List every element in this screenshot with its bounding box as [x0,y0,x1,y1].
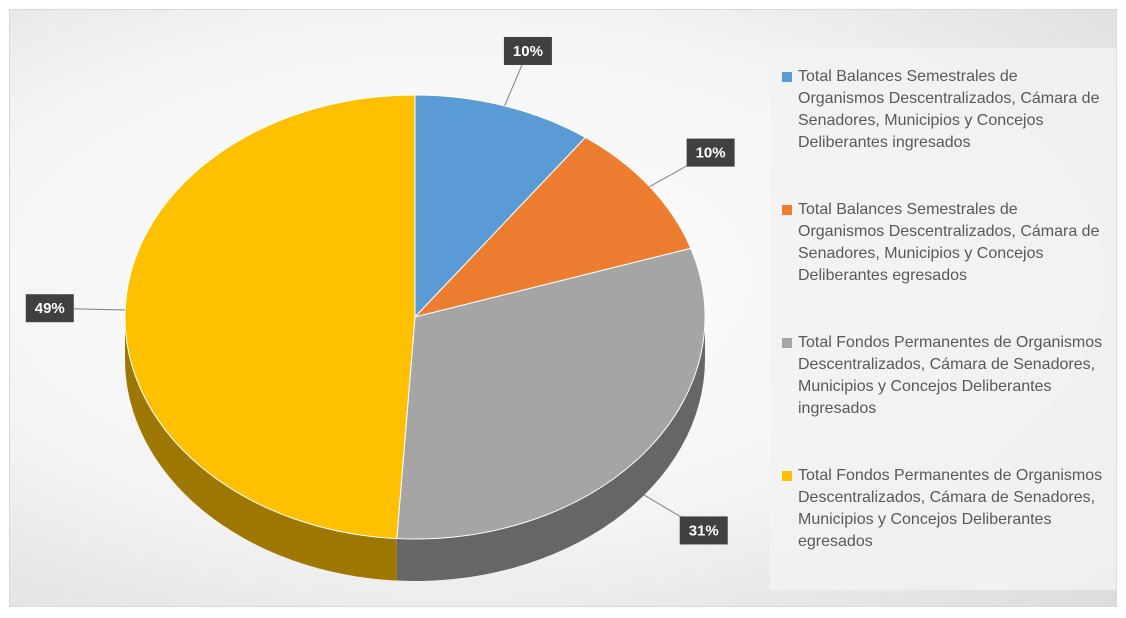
legend-swatch [782,471,792,481]
pie-slice [124,94,416,540]
legend-entry: Total Fondos Permanentes de Organismos D… [782,332,1106,465]
legend-label: Total Balances Semestrales de Organismos… [798,68,1100,151]
data-label: 10% [696,145,726,162]
pie-slice [414,94,587,319]
legend-entry: Total Balances Semestrales de Organismos… [782,199,1106,332]
pie-slice [413,136,692,318]
legend-swatch [782,72,792,82]
data-label-box [503,36,552,65]
legend-entry: Total Fondos Permanentes de Organismos D… [782,465,1106,598]
data-label-box [25,294,74,323]
data-label: 10% [513,43,543,60]
data-label: 49% [35,300,65,317]
legend-label: Total Fondos Permanentes de Organismos D… [798,334,1103,417]
legend-swatch [782,338,792,348]
legend-entry: Total Balances Semestrales de Organismos… [782,66,1106,199]
legend: Total Balances Semestrales de Organismos… [770,48,1116,590]
legend-label: Total Fondos Permanentes de Organismos D… [798,467,1103,550]
legend-swatch [782,205,792,215]
pie-slice [396,247,706,540]
legend-label: Total Balances Semestrales de Organismos… [798,201,1100,284]
data-label-box [686,138,735,167]
pie-side [396,317,705,581]
data-label-box [679,516,728,545]
pie-side [125,317,397,581]
data-label: 31% [689,522,719,539]
